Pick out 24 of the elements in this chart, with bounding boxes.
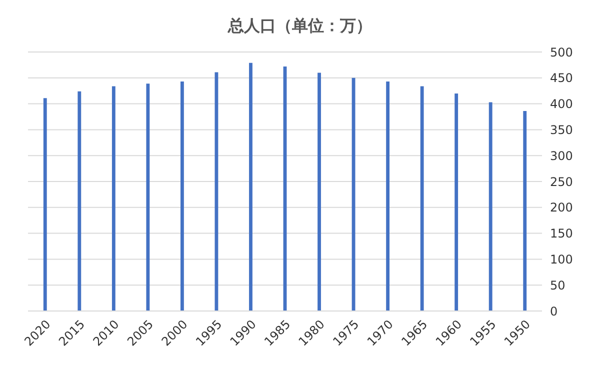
y-tick-label: 400 <box>550 97 573 112</box>
bar <box>249 62 252 311</box>
y-tick-label: 250 <box>550 174 573 189</box>
y-tick-label: 150 <box>550 226 573 241</box>
bar <box>43 98 47 311</box>
y-tick-label: 500 <box>550 45 573 60</box>
bar <box>454 93 458 311</box>
bar <box>488 102 492 311</box>
y-tick-label: 0 <box>550 304 558 318</box>
bar <box>112 86 116 311</box>
chart-title: 总人口（单位：万） <box>226 15 373 37</box>
y-tick-label: 200 <box>550 200 573 215</box>
bar <box>78 91 82 311</box>
bar <box>180 82 184 311</box>
y-tick-label: 300 <box>550 148 573 163</box>
bar <box>146 84 150 311</box>
bar <box>386 82 390 311</box>
bar <box>523 111 527 311</box>
y-tick-label: 50 <box>550 278 566 292</box>
bar <box>318 72 321 311</box>
y-tick-label: 350 <box>550 122 573 137</box>
bar <box>420 86 424 311</box>
y-tick-label: 450 <box>550 71 573 86</box>
y-tick-label: 100 <box>550 252 573 266</box>
